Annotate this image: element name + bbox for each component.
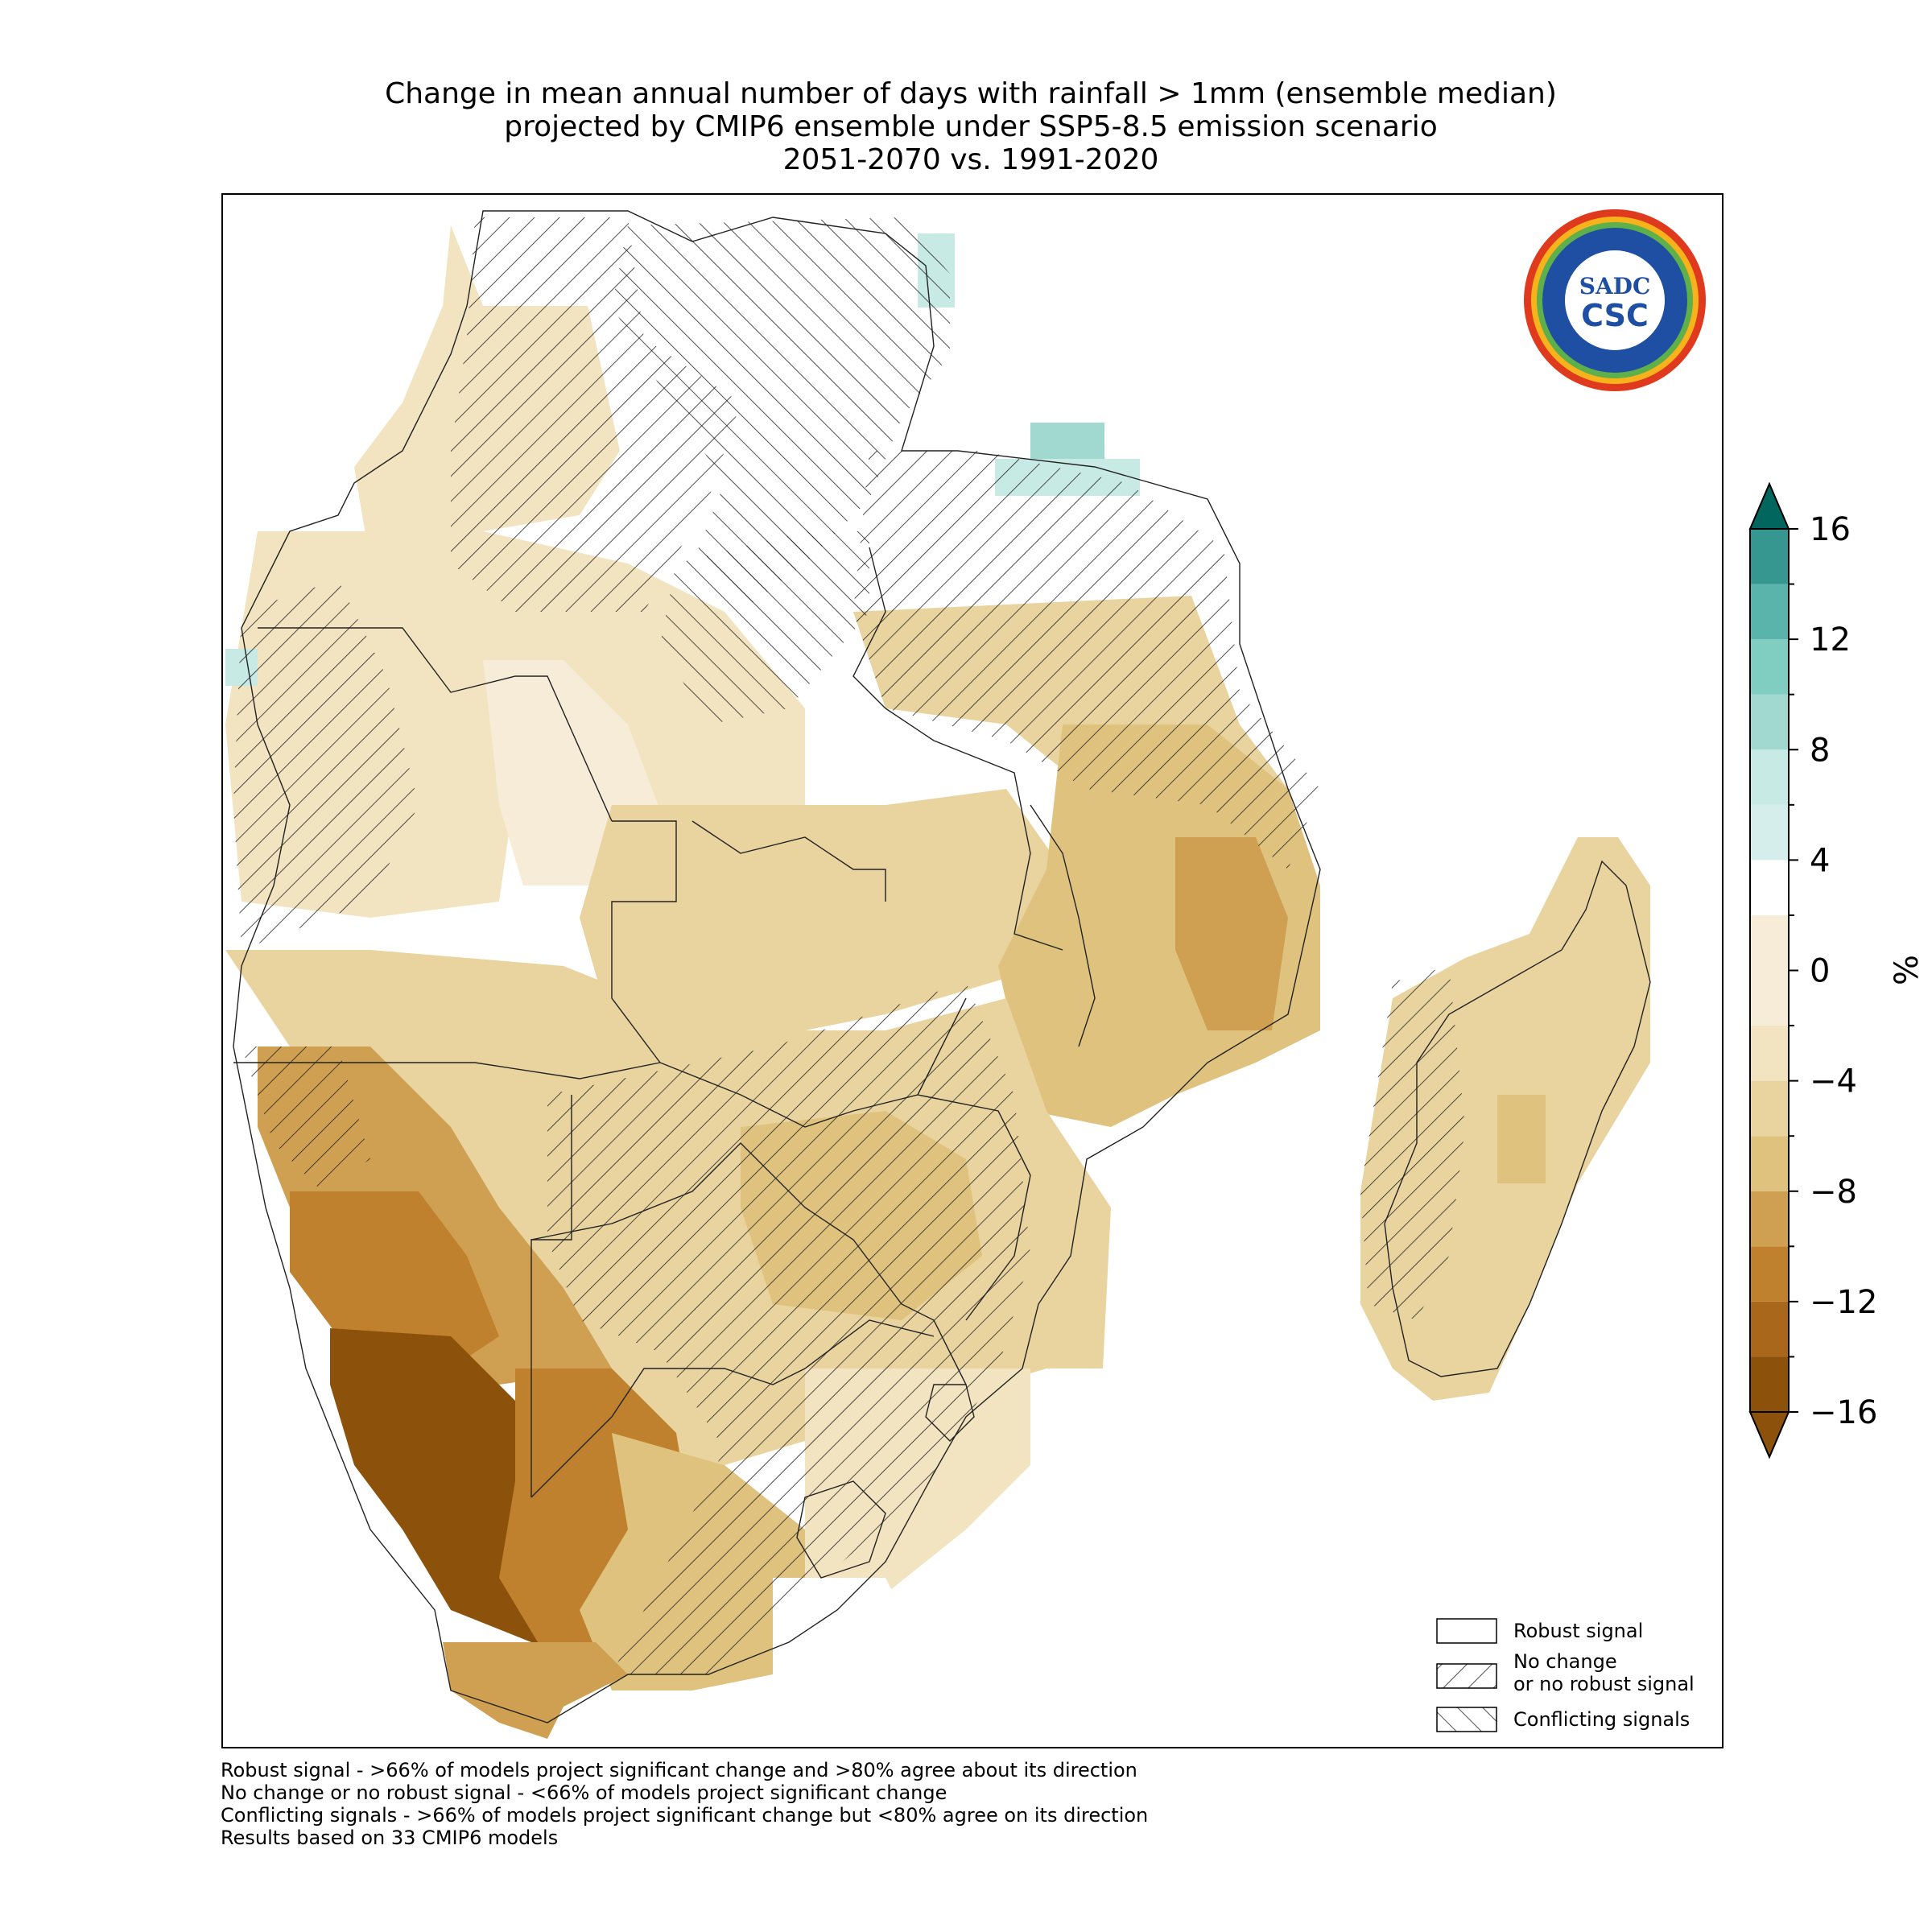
colorbar-tick-label: 16 <box>1810 511 1851 548</box>
hatch-no-change-center <box>547 982 1030 1674</box>
region-south-africa-south <box>443 1642 628 1739</box>
legend-swatch-no-change <box>1436 1663 1497 1689</box>
border-namibia-botswana <box>530 1095 572 1497</box>
colorbar-tick-label: 0 <box>1810 953 1830 990</box>
title-line-2: projected by CMIP6 ensemble under SSP5-8… <box>504 110 1438 143</box>
legend-swatch-conflicting <box>1436 1707 1497 1732</box>
colorbar: 16 12 8 4 0 −4 −8 −12 −16% <box>1748 481 1926 1459</box>
coastline-africa <box>233 210 1321 1724</box>
colorbar-tick-label: −16 <box>1810 1394 1877 1431</box>
logo-text-top: SADC <box>1579 273 1651 299</box>
title-line-1: Change in mean annual number of days wit… <box>385 77 1557 110</box>
hatch-conflicting-north <box>612 217 950 612</box>
border-zambia-drc <box>691 820 886 902</box>
region-namibia-deep <box>290 1191 499 1368</box>
footnotes: Robust signal - >66% of models project s… <box>221 1759 1148 1849</box>
legend-swatch-robust <box>1436 1618 1497 1644</box>
hatch-conflicting-center <box>660 531 869 724</box>
footnote-conflicting: Conflicting signals - >66% of models pro… <box>221 1804 1149 1827</box>
colorbar-tick-label: 12 <box>1810 621 1851 658</box>
border-eswatini <box>925 1384 975 1442</box>
colorbar-band <box>1750 749 1789 805</box>
colorbar-band <box>1750 1301 1789 1357</box>
hatch-legend: Robust signal No change or no robust sig… <box>1436 1618 1695 1732</box>
legend-label-no-change-1: No change <box>1513 1650 1617 1673</box>
colorbar-tick-label: 8 <box>1810 732 1830 769</box>
patch-positive-2 <box>1030 423 1104 460</box>
border-zambia-zimbabwe <box>659 997 967 1128</box>
map-frame-border <box>221 193 1724 1748</box>
region-zambia <box>580 789 1063 1046</box>
border-lesotho <box>796 1480 886 1579</box>
hatch-no-change-namibia <box>242 1046 370 1191</box>
colorbar-band <box>1750 804 1789 861</box>
coastline-madagascar <box>1384 860 1651 1377</box>
hatch-no-change-northeast <box>853 451 1320 869</box>
colorbar-band <box>1750 1356 1789 1412</box>
colorbar-unit-label: % <box>1889 955 1926 985</box>
colorbar-extend-min <box>1748 1411 1790 1459</box>
border-tanzania <box>852 547 886 709</box>
title-line-3: 2051-2070 vs. 1991-2020 <box>782 143 1159 176</box>
colorbar-band <box>1750 1026 1789 1081</box>
colorbar-band <box>1750 1136 1789 1191</box>
hatch-no-change-north <box>451 217 741 612</box>
colorbar-band <box>1750 1080 1789 1137</box>
footnote-models: Results based on 33 CMIP6 models <box>221 1827 559 1849</box>
colorbar-extend-max <box>1748 481 1790 530</box>
colorbar-band <box>1750 1191 1789 1247</box>
border-botswana-south-africa <box>530 1142 967 1385</box>
colorbar-band <box>1750 639 1789 695</box>
colorbar-tick-label: 4 <box>1810 842 1830 879</box>
sadc-csc-logo: SADC CSC <box>1524 209 1706 391</box>
colorbar-tick-label: −8 <box>1810 1174 1857 1211</box>
region-madagascar-dark <box>1497 1095 1546 1183</box>
legend-label-no-change-2: or no robust signal <box>1513 1673 1695 1695</box>
footnote-no-change: No change or no robust signal - <66% of … <box>221 1781 947 1804</box>
colorbar-band <box>1750 584 1789 640</box>
border-malawi <box>1030 804 1096 1047</box>
colorbar-band <box>1750 529 1789 584</box>
region-mozambique-dark <box>1175 837 1288 1030</box>
footnote-robust: Robust signal - >66% of models project s… <box>221 1759 1137 1781</box>
border-drc-angola <box>258 627 613 822</box>
legend-label-robust: Robust signal <box>1513 1620 1643 1642</box>
chart-title: Change in mean annual number of days wit… <box>217 77 1724 176</box>
border-angola-zambia <box>611 820 677 1063</box>
colorbar-band <box>1750 914 1789 1026</box>
map-field <box>225 217 1650 1739</box>
border-angola-namibia <box>233 1062 661 1080</box>
colorbar-band <box>1750 694 1789 750</box>
colorbar-tick-label: −4 <box>1810 1063 1857 1100</box>
legend-label-conflicting: Conflicting signals <box>1513 1708 1690 1731</box>
colorbar-band <box>1750 1246 1789 1302</box>
colorbar-band <box>1750 860 1789 915</box>
border-zimbabwe-mozambique <box>917 1094 1031 1321</box>
logo-text-main: CSC <box>1581 298 1649 333</box>
border-zambia-malawi <box>885 708 1063 951</box>
colorbar-tick-label: −12 <box>1810 1284 1877 1321</box>
country-borders <box>233 210 1651 1724</box>
region-lesotho-white <box>773 1578 918 1674</box>
hatch-no-change-madagascar <box>1360 966 1465 1320</box>
border-south-africa <box>530 1319 935 1498</box>
